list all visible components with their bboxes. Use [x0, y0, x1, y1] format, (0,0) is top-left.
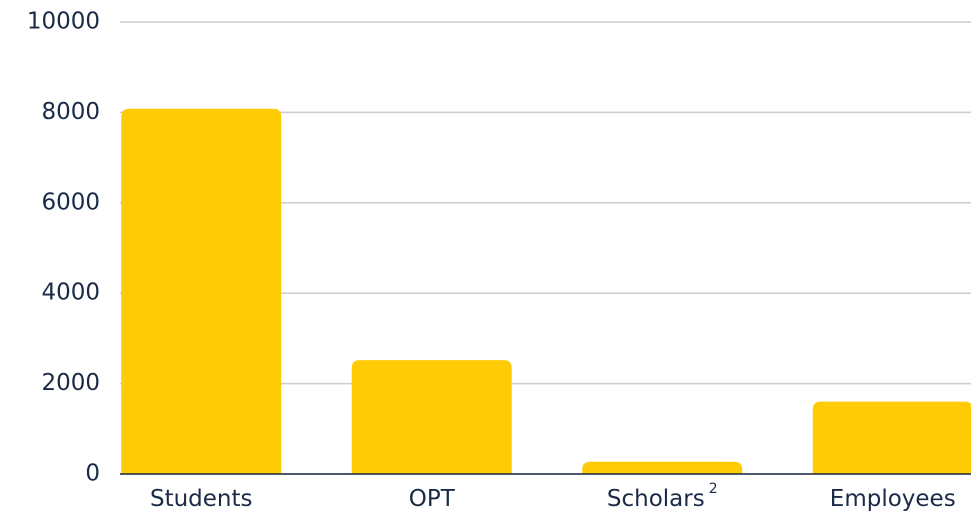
bar [812, 401, 971, 474]
y-tick-label: 0 [85, 461, 100, 487]
y-tick-label: 8000 [41, 99, 100, 125]
y-tick-label: 6000 [41, 189, 100, 215]
bar [121, 108, 282, 474]
y-tick-label: 4000 [41, 280, 100, 306]
category-name: OPT [409, 486, 456, 512]
category-name: Students [150, 486, 253, 512]
y-tick-label: 10000 [27, 9, 100, 35]
superscript: 2 [709, 481, 718, 497]
category-name: Scholars [607, 486, 705, 512]
category-name: Employees [830, 486, 956, 512]
x-tick-label: Scholars 2 [607, 481, 718, 512]
bar [582, 461, 743, 474]
y-tick-label: 2000 [41, 370, 100, 396]
x-tick-label: Employees [830, 486, 956, 512]
x-tick-label: Students [150, 486, 253, 512]
bar [351, 360, 512, 474]
x-tick-label: OPT [409, 486, 456, 512]
